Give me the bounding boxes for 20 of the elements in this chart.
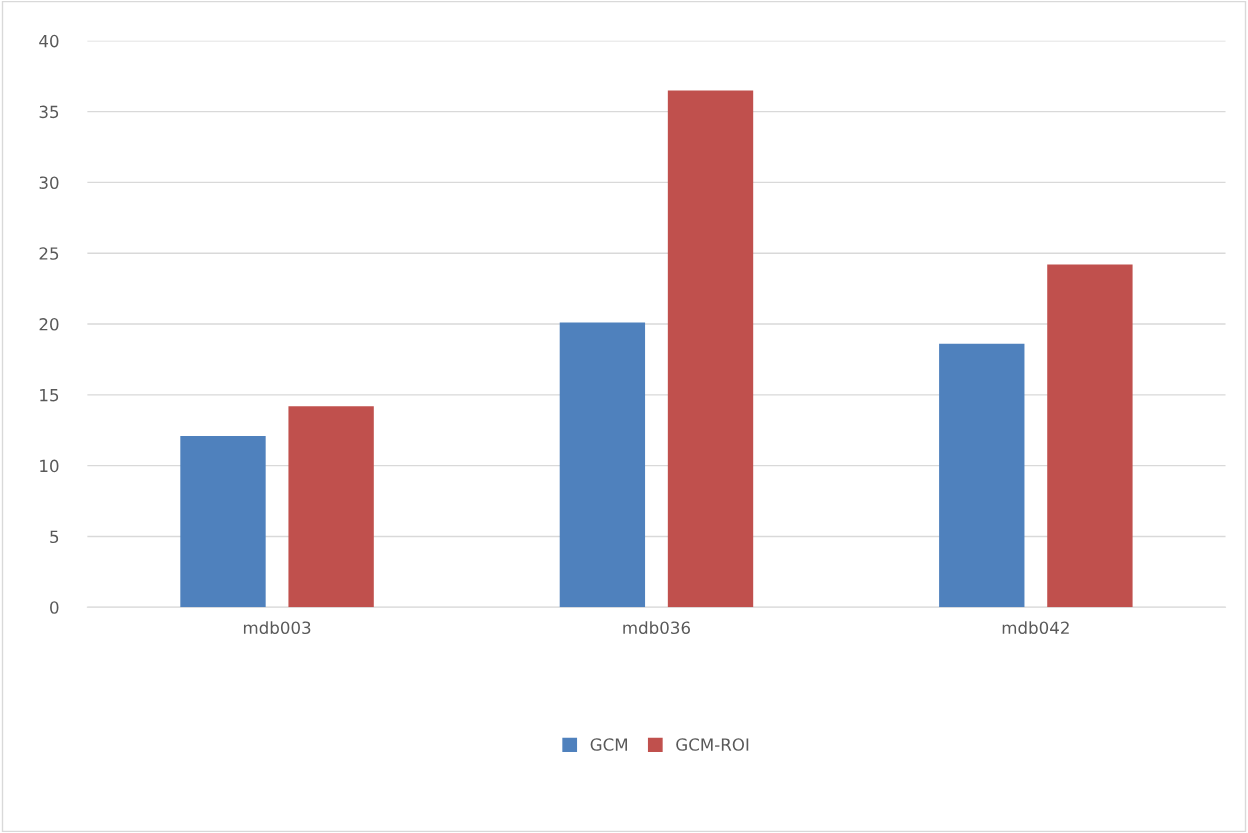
y-tick-label: 0 [50, 601, 59, 614]
x-tick-label: mdb036 [623, 621, 690, 635]
x-tick-label: mdb003 [243, 621, 311, 635]
x-tick-label: mdb042 [1002, 621, 1069, 635]
legend-label: GCM-ROI [676, 738, 749, 751]
bar [288, 406, 374, 608]
y-tick-label: 25 [39, 247, 59, 260]
bar [559, 322, 646, 608]
y-tick-label: 35 [39, 105, 59, 119]
bar [667, 90, 754, 608]
bar [1047, 264, 1133, 608]
legend-label: GCM [590, 738, 628, 751]
y-tick-label: 30 [39, 176, 59, 189]
y-tick-label: 10 [40, 459, 59, 473]
y-tick-label: 15 [40, 389, 59, 402]
y-tick-label: 20 [39, 318, 59, 331]
y-tick-label: 5 [50, 530, 59, 544]
y-tick-label: 40 [39, 34, 59, 48]
bar [939, 343, 1025, 608]
bar [180, 435, 266, 608]
